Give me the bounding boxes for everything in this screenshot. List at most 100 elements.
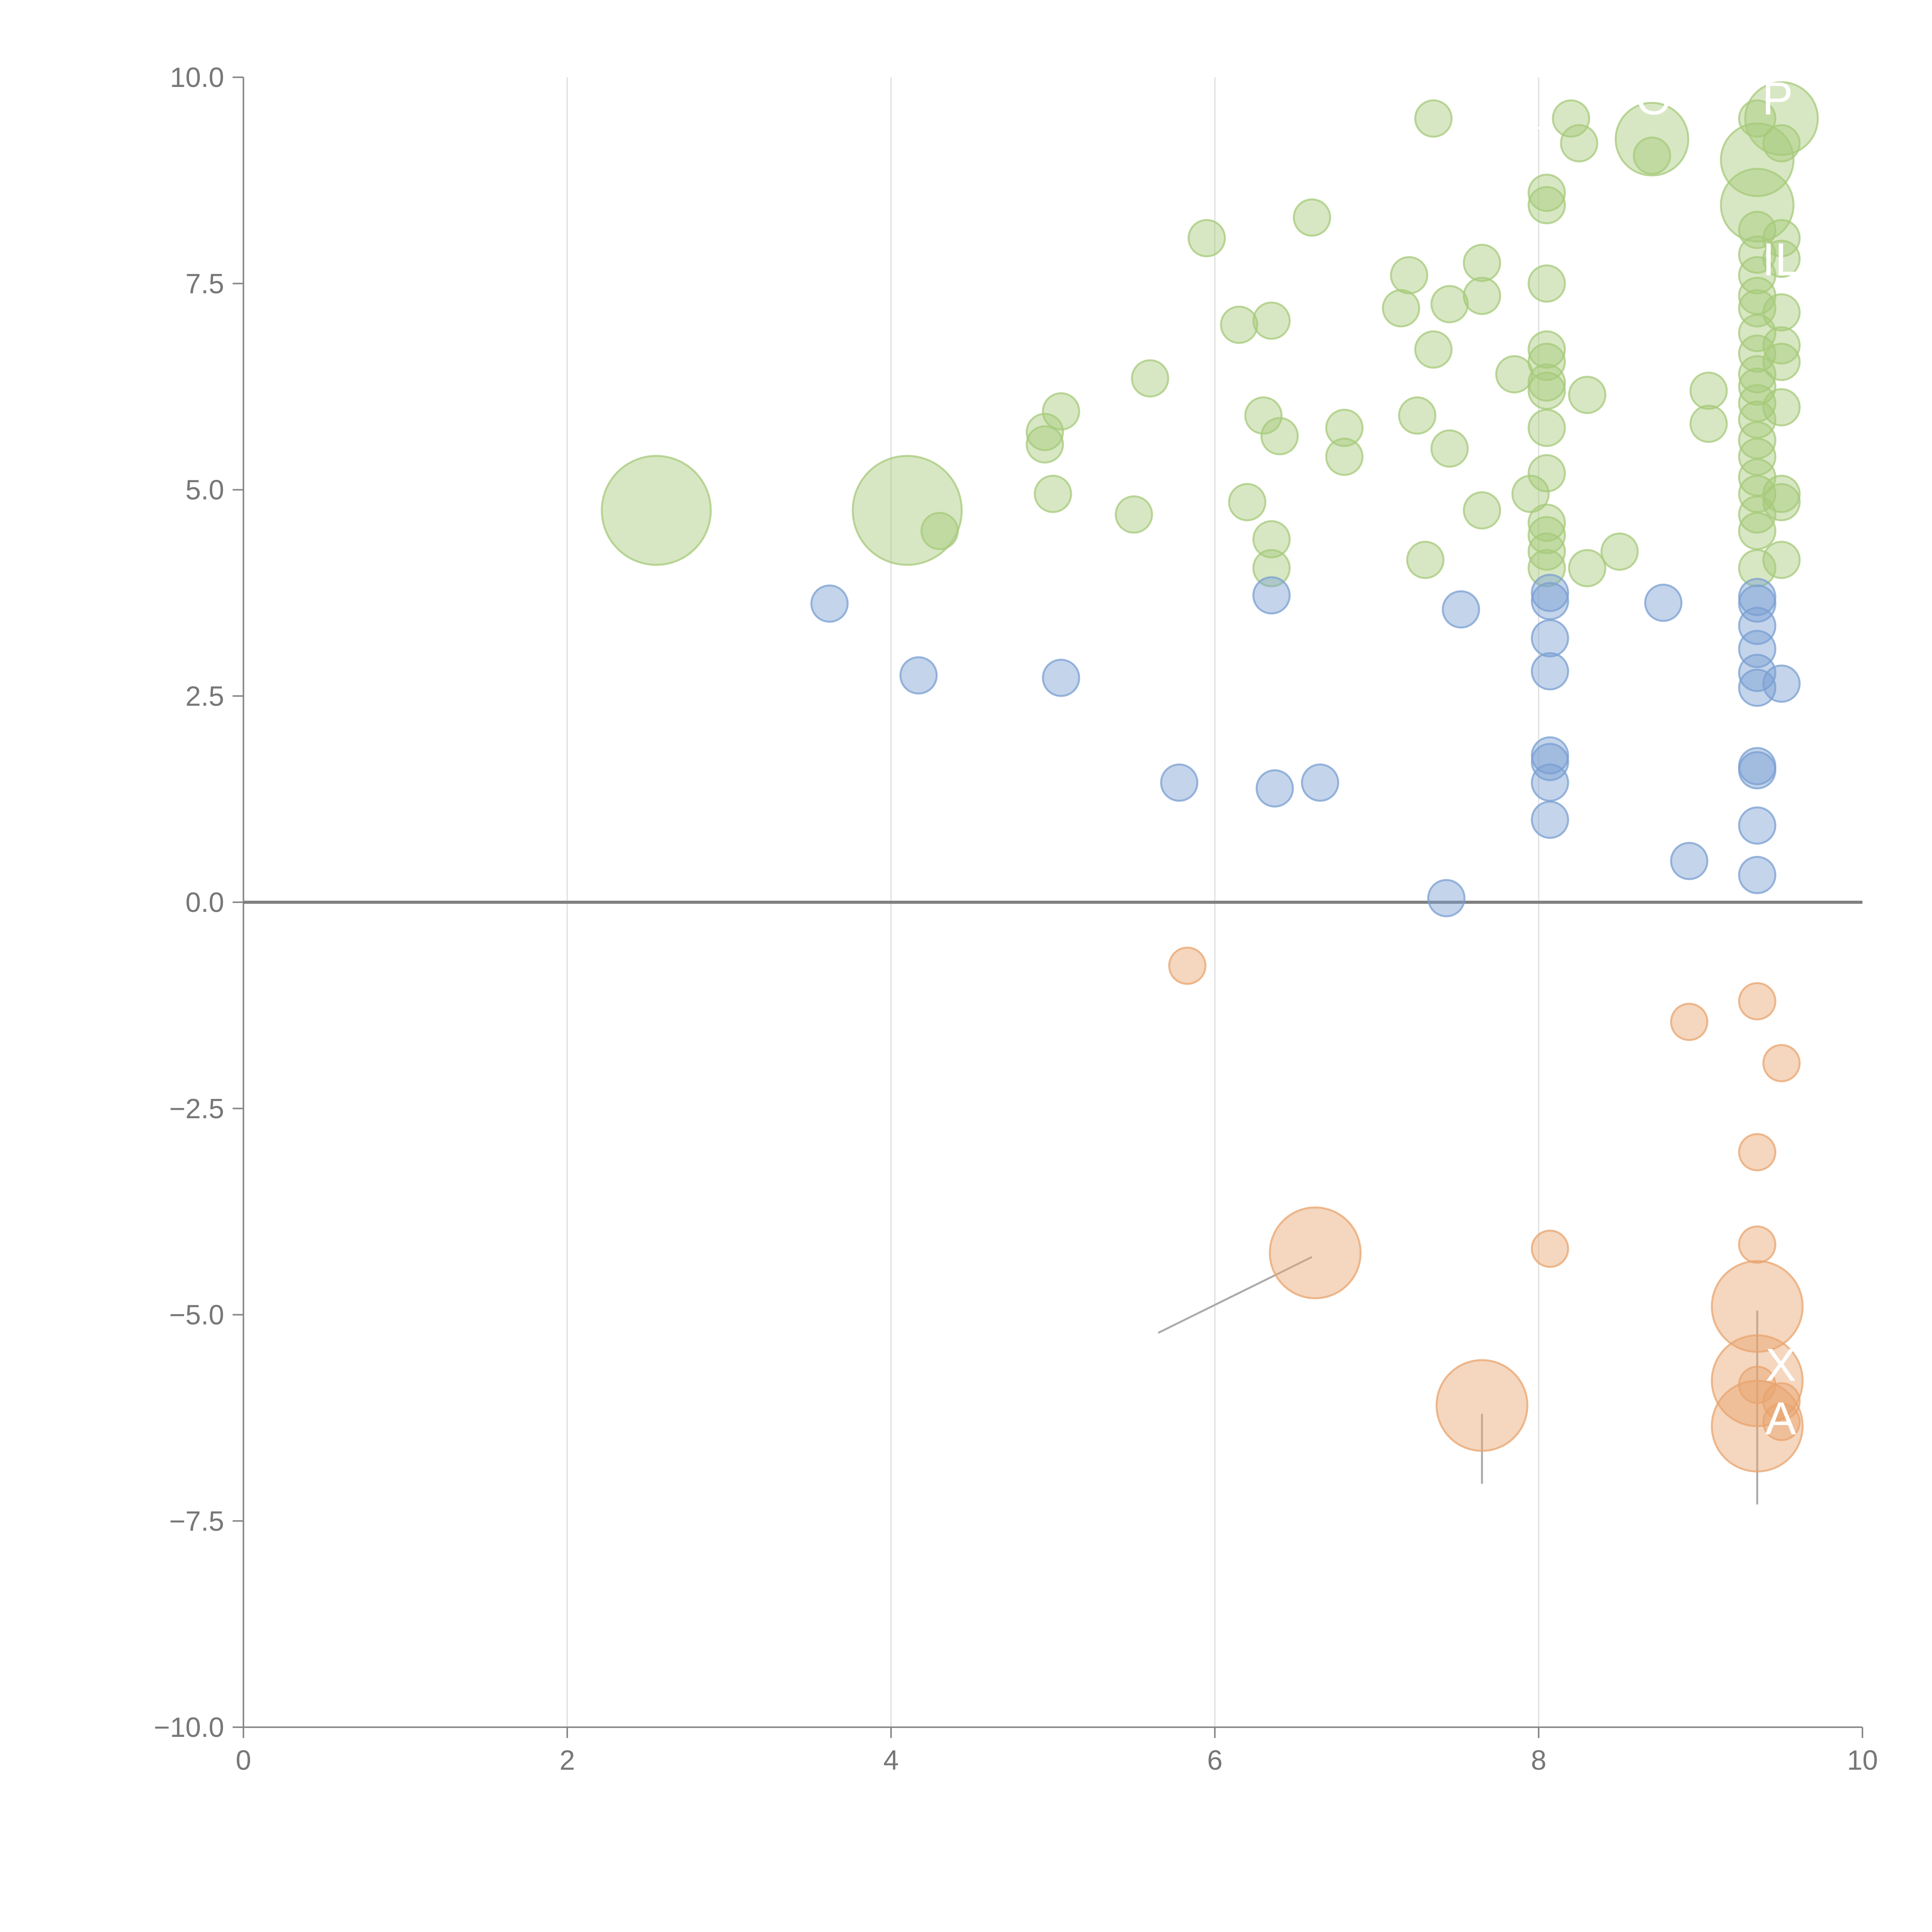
data-point-green <box>1325 437 1364 476</box>
data-point-blue <box>1531 573 1569 612</box>
data-point-orange <box>1762 1403 1801 1441</box>
x-tick-label: 2 <box>560 1745 575 1776</box>
data-point-blue <box>1531 763 1569 802</box>
data-point-green <box>1560 124 1599 163</box>
data-point-blue <box>1531 801 1569 839</box>
data-point-green <box>1527 454 1566 493</box>
data-point-green <box>1430 429 1469 468</box>
data-point-green <box>1527 186 1566 224</box>
data-point-green <box>1552 99 1590 138</box>
data-point-orange <box>1762 1044 1801 1082</box>
data-point-green <box>1568 549 1607 587</box>
data-point-green <box>852 455 963 566</box>
data-point-green <box>1762 474 1801 513</box>
data-point-green <box>1252 549 1291 587</box>
data-point-blue <box>1738 856 1777 895</box>
data-point-green <box>1511 474 1550 513</box>
data-point-green <box>1762 343 1801 381</box>
y-tick-label: 7.5 <box>185 269 224 299</box>
data-point-green <box>1527 371 1566 410</box>
data-point-green <box>1406 541 1445 579</box>
data-point-green <box>1398 396 1437 435</box>
data-point-blue <box>899 656 938 695</box>
data-point-green <box>1382 289 1420 328</box>
data-point-green <box>1293 198 1331 237</box>
data-point-green <box>1744 81 1819 156</box>
data-point-green <box>1738 512 1777 550</box>
point-annotation: X <box>1765 1339 1796 1391</box>
y-tick-label: −10.0 <box>154 1712 224 1743</box>
y-tick-label: 10.0 <box>170 62 224 93</box>
data-point-green <box>1762 541 1801 579</box>
data-point-blue <box>1531 619 1569 658</box>
y-tick-label: 0.0 <box>185 887 224 918</box>
data-point-green <box>1568 376 1607 414</box>
data-point-green <box>1390 256 1429 294</box>
data-point-orange <box>1435 1359 1529 1452</box>
point-labels: O P IL XA <box>1636 73 1801 1444</box>
data-point-green <box>1463 277 1501 315</box>
data-point-green <box>1244 396 1283 435</box>
x-tick-label: 0 <box>236 1745 251 1776</box>
data-point-blue <box>1738 668 1777 707</box>
data-point-green <box>1762 483 1801 522</box>
data-point-green <box>1527 264 1566 303</box>
data-point-green <box>1527 549 1566 587</box>
data-point-green <box>1260 417 1299 456</box>
data-point-orange <box>1711 1260 1804 1353</box>
data-point-green <box>1252 301 1291 340</box>
data-point-green <box>1527 330 1566 369</box>
data-point-orange <box>1269 1206 1362 1299</box>
data-point-green <box>1026 413 1064 451</box>
data-point-green <box>1527 173 1566 212</box>
data-point-green <box>1115 495 1153 534</box>
data-point-blue <box>1160 763 1199 802</box>
point-annotation: P <box>1762 73 1793 124</box>
y-tick-label: −2.5 <box>169 1094 224 1124</box>
data-point-green <box>1527 516 1566 554</box>
data-point-green <box>1762 326 1801 365</box>
data-point-orange <box>1738 1225 1777 1264</box>
x-tick-label: 6 <box>1207 1745 1223 1776</box>
data-point-blue <box>1738 653 1777 692</box>
data-point-green <box>1527 503 1566 542</box>
data-point-green <box>1689 371 1728 410</box>
data-point-green <box>1762 219 1801 257</box>
data-point-green <box>1527 532 1566 571</box>
point-annotation: IL <box>1762 233 1801 285</box>
data-point-green <box>1220 306 1259 344</box>
data-point-green <box>1720 168 1795 243</box>
data-point-blue <box>1644 583 1683 622</box>
data-point-orange <box>1738 1133 1777 1172</box>
data-point-blue <box>1301 763 1339 802</box>
data-point-green <box>1495 355 1534 394</box>
data-point-blue <box>1531 652 1569 690</box>
data-point-blue <box>1252 576 1291 615</box>
data-point-green <box>1414 99 1453 138</box>
data-point-green <box>1131 359 1169 398</box>
data-point-green <box>1527 343 1566 381</box>
leader-line <box>1158 1256 1313 1334</box>
axes: 0 2 4 6 8 10 −10.0 −7.5 −5.0 −2.5 0.0 2.5 5.0 7.5 10.0 <box>154 62 1878 1776</box>
data-point-green <box>1414 330 1453 369</box>
data-point-blue <box>1738 751 1777 789</box>
x-tick-label: 4 <box>883 1745 899 1776</box>
data-point-green <box>1527 408 1566 447</box>
x-tick-label: 10 <box>1847 1745 1878 1776</box>
data-point-green <box>1762 240 1801 278</box>
data-point-green <box>1738 355 1777 394</box>
data-point-green <box>1762 124 1801 163</box>
data-point-green <box>1689 405 1728 443</box>
data-point-green <box>600 455 712 566</box>
data-point-green <box>1042 392 1080 431</box>
leader-line <box>1409 113 1644 140</box>
data-point-blue <box>1531 743 1569 781</box>
data-point-green <box>1325 408 1364 447</box>
data-points <box>600 81 1819 1473</box>
data-point-green <box>1738 99 1777 138</box>
data-point-blue <box>1255 769 1294 808</box>
data-point-green <box>1430 285 1469 323</box>
y-tick-label: 5.0 <box>185 475 224 506</box>
y-tick-label: 2.5 <box>185 681 224 712</box>
